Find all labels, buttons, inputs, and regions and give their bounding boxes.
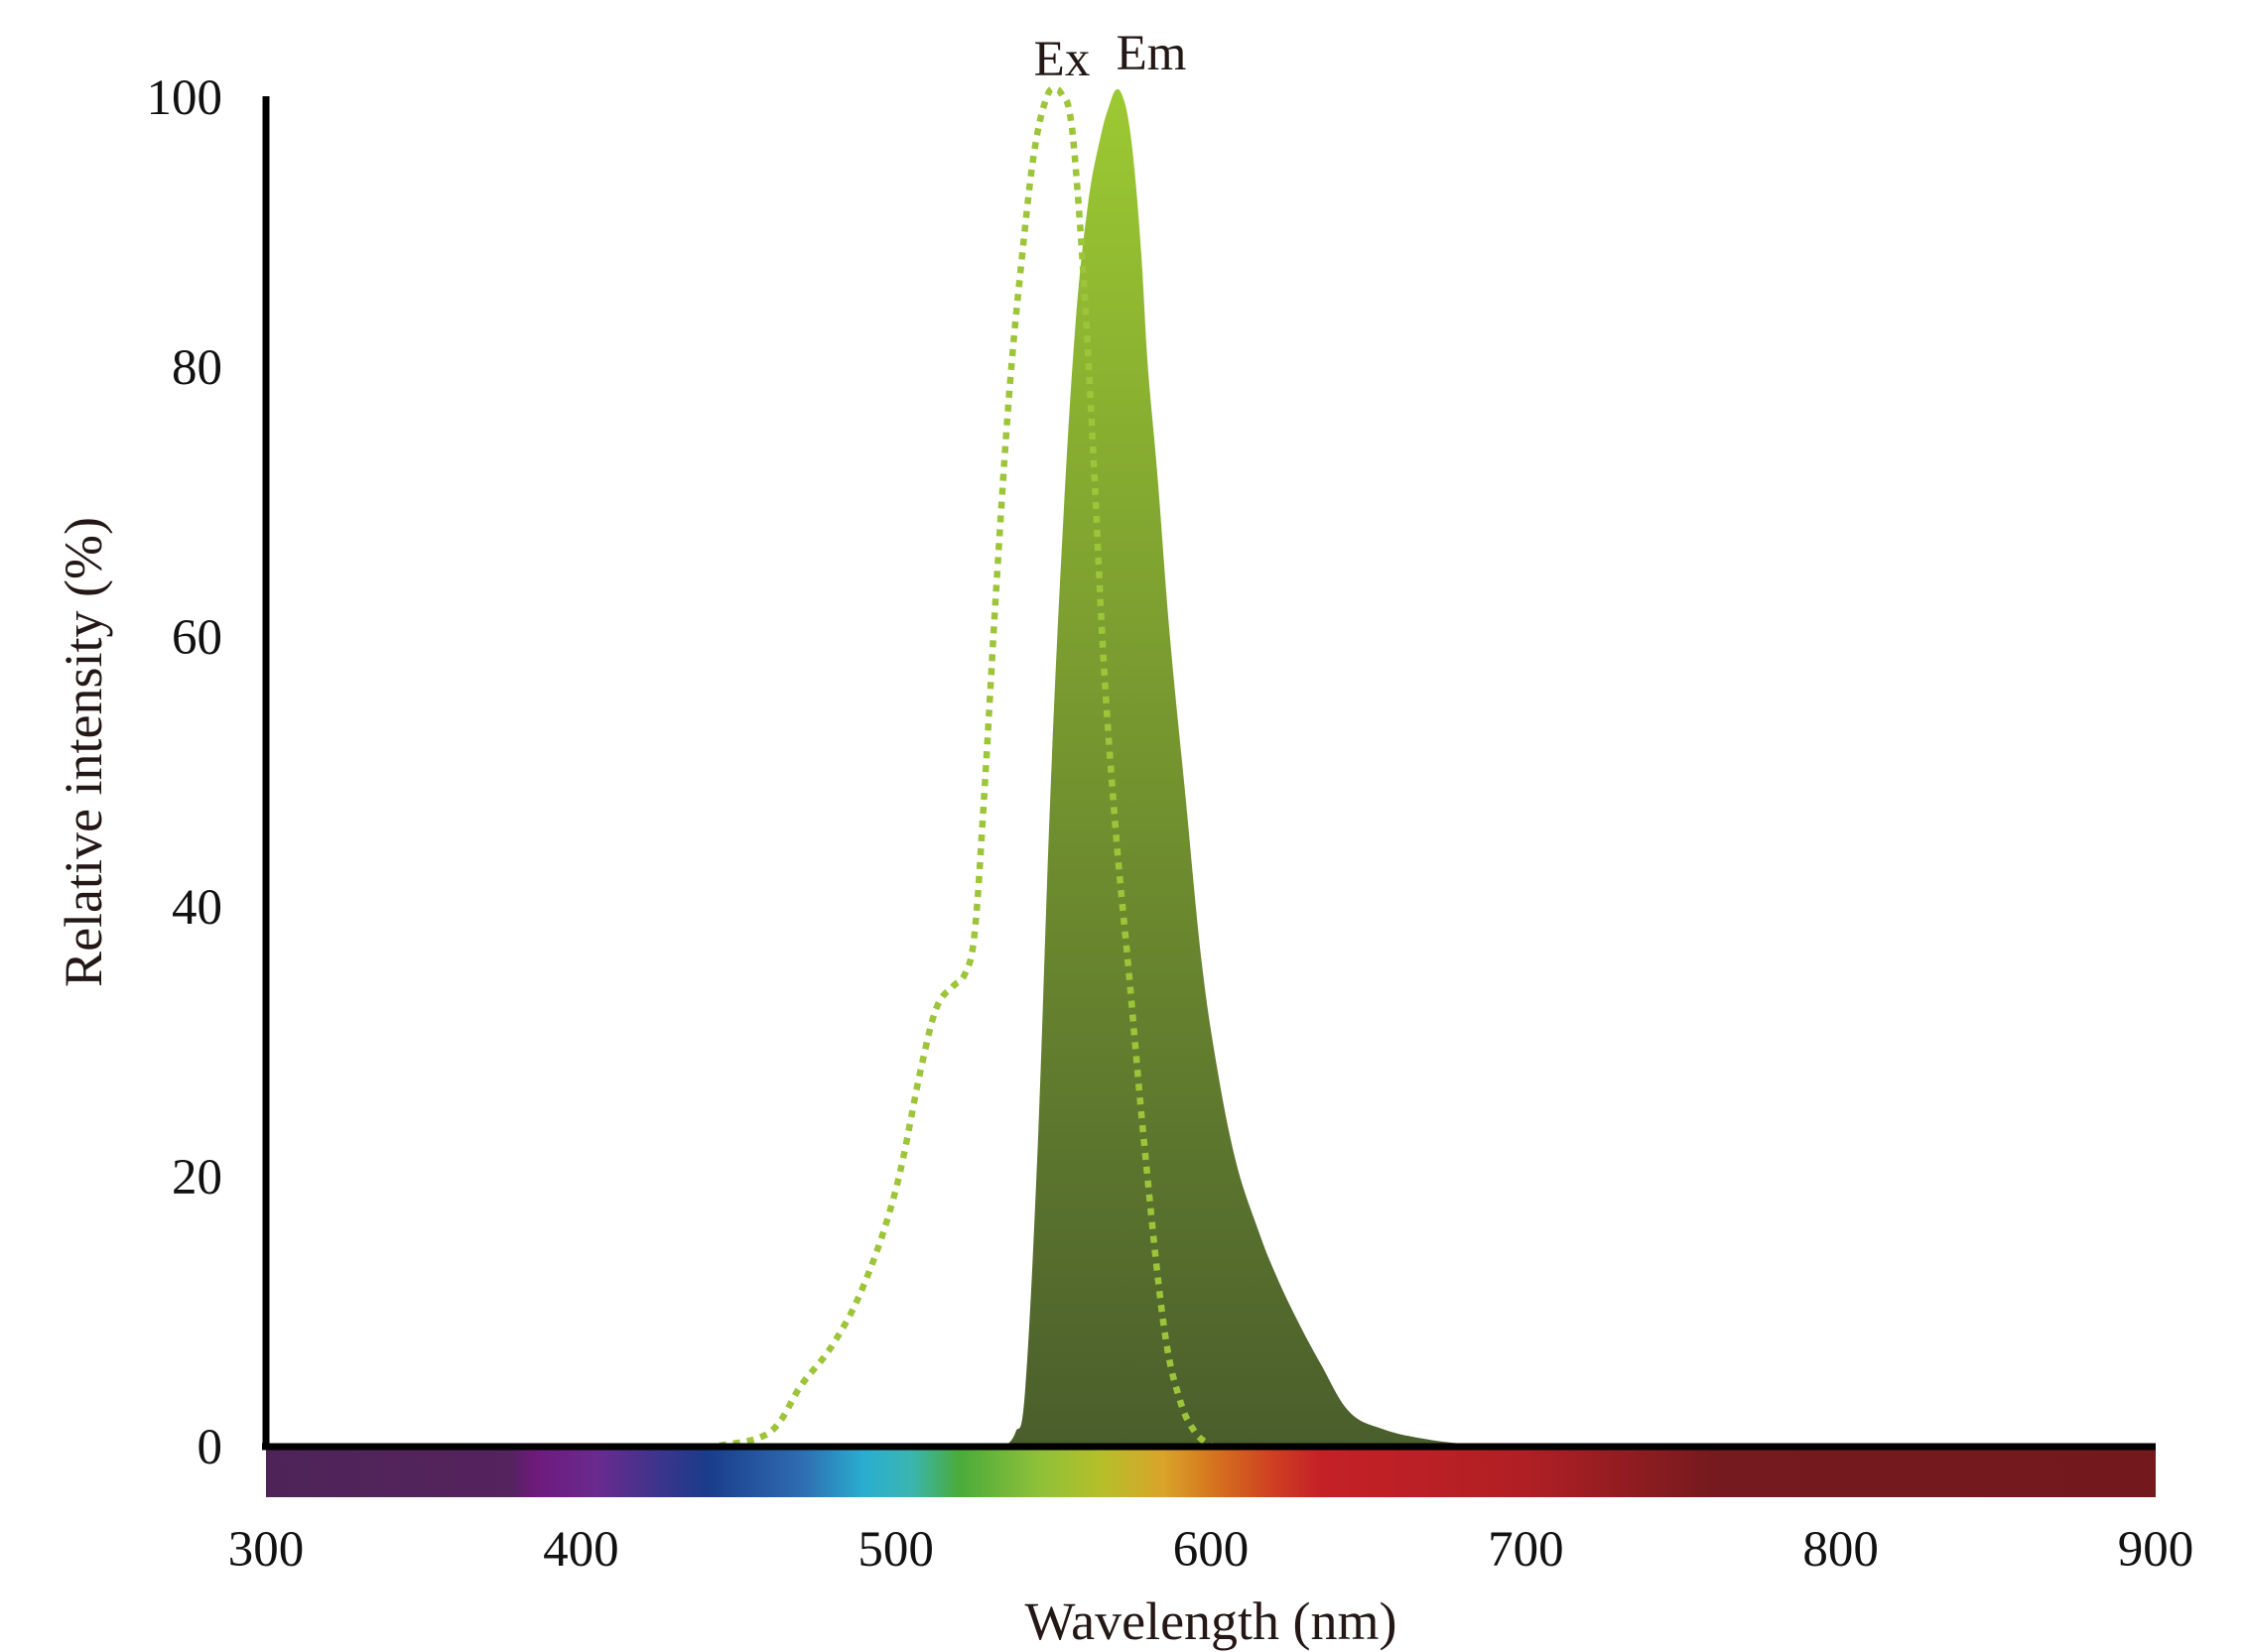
- y-tick-label: 20: [172, 1150, 222, 1206]
- spectrum-colorbar-layer: [266, 1449, 2156, 1497]
- series-labels: Ex Em: [1034, 26, 1187, 87]
- spectrum-colorbar: [266, 1449, 2156, 1497]
- x-tick-label: 400: [543, 1522, 619, 1578]
- series-layer: [719, 85, 1511, 1450]
- series-em-label: Em: [1117, 26, 1187, 81]
- series-ex-label: Ex: [1034, 32, 1091, 87]
- y-tick-label: 40: [172, 880, 222, 936]
- y-tick-labels: 0 20 40 60 80 100: [147, 70, 223, 1475]
- x-tick-label: 700: [1488, 1522, 1564, 1578]
- y-tick-label: 80: [172, 340, 222, 396]
- x-tick-label: 300: [228, 1522, 305, 1578]
- y-axis-title: Relative intensity (%): [54, 517, 113, 987]
- x-axis-title: Wavelength (nm): [1024, 1591, 1396, 1651]
- y-tick-label: 60: [172, 610, 222, 666]
- series-em-area: [1005, 88, 1511, 1446]
- x-tick-label: 500: [858, 1522, 934, 1578]
- series-ex-line: [719, 85, 1214, 1450]
- y-tick-label: 0: [198, 1420, 223, 1475]
- y-tick-label: 100: [147, 70, 223, 126]
- x-tick-label: 600: [1173, 1522, 1250, 1578]
- x-tick-labels: 300 400 500 600 700 800 900: [228, 1522, 2194, 1578]
- x-tick-label: 900: [2118, 1522, 2194, 1578]
- x-tick-label: 800: [1802, 1522, 1879, 1578]
